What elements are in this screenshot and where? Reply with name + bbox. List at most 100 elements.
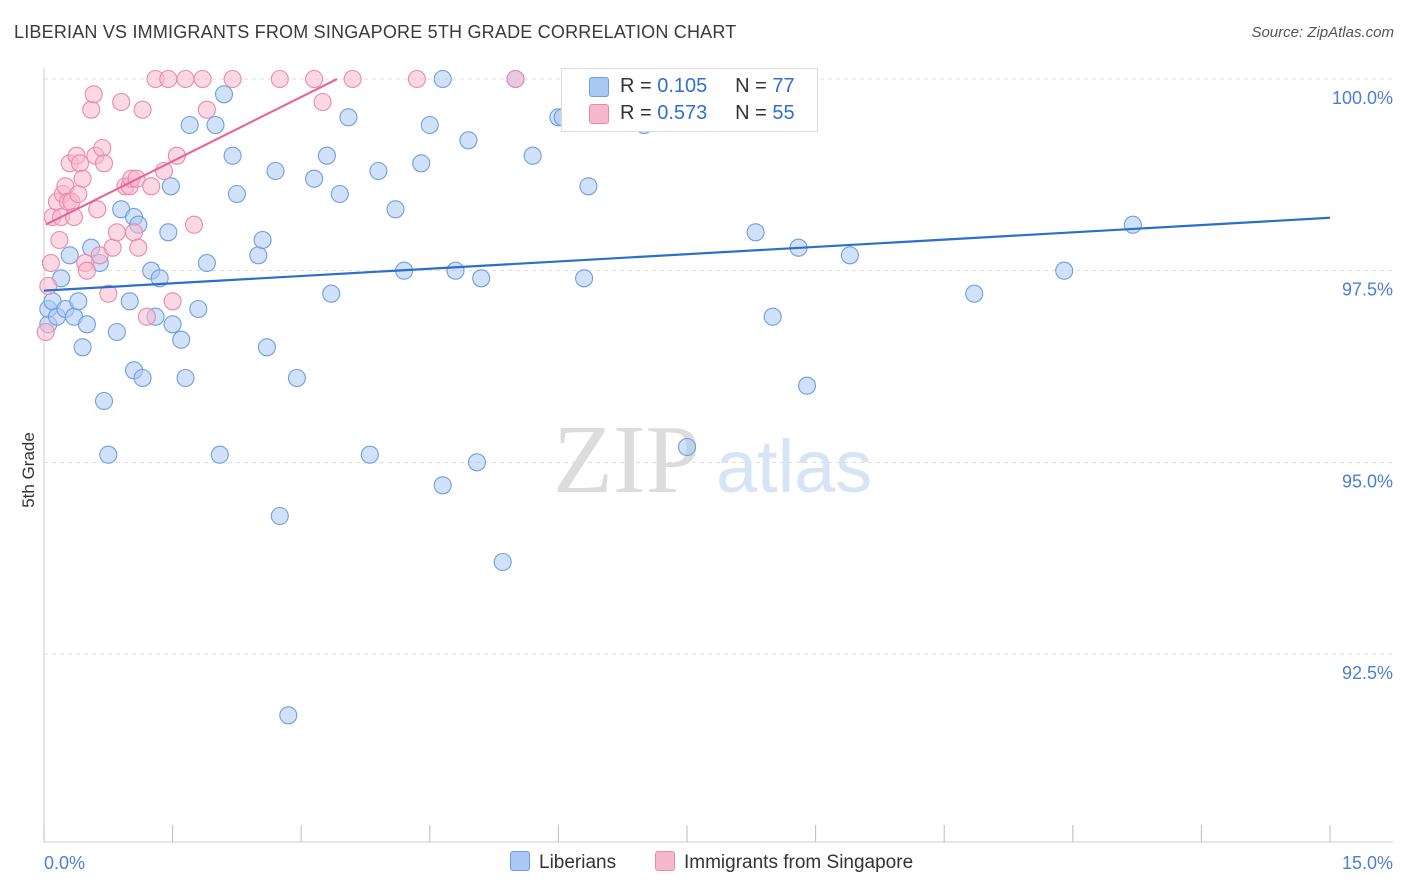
point-singapore bbox=[313, 92, 332, 112]
point-liberian bbox=[493, 552, 512, 572]
point-singapore bbox=[305, 69, 324, 89]
bottom-swatch-pink bbox=[655, 851, 675, 871]
grid-lines bbox=[44, 78, 1393, 655]
point-liberian bbox=[287, 368, 306, 388]
point-singapore bbox=[163, 292, 182, 311]
point-liberian bbox=[467, 453, 487, 472]
series-singapore bbox=[36, 69, 525, 342]
chart-title: LIBERIAN VS IMMIGRANTS FROM SINGAPORE 5T… bbox=[14, 22, 737, 42]
y-tick-labels: 92.5% 95.0% 97.5% 100.0% bbox=[1332, 88, 1393, 683]
point-liberian bbox=[180, 115, 199, 135]
point-liberian bbox=[840, 246, 859, 265]
point-liberian bbox=[223, 146, 242, 165]
point-singapore bbox=[133, 100, 152, 119]
legend-n-value-pink: 55 bbox=[772, 102, 795, 124]
bottom-legend-label-singapore: Immigrants from Singapore bbox=[684, 852, 914, 873]
point-singapore bbox=[39, 276, 58, 296]
series-liberians bbox=[39, 69, 1142, 725]
point-singapore bbox=[84, 85, 103, 104]
point-liberian bbox=[270, 506, 289, 526]
point-liberian bbox=[472, 269, 491, 288]
trend-line-singapore bbox=[45, 78, 338, 226]
point-liberian bbox=[797, 376, 817, 395]
point-liberian bbox=[369, 161, 388, 181]
point-liberian bbox=[120, 292, 139, 311]
point-singapore bbox=[112, 92, 131, 112]
point-liberian bbox=[339, 108, 358, 127]
point-liberian bbox=[412, 154, 431, 173]
legend-n-label: N = bbox=[735, 75, 767, 97]
point-singapore bbox=[107, 223, 126, 242]
point-liberian bbox=[446, 261, 465, 280]
legend-swatch-pink bbox=[589, 104, 609, 124]
y-tick-label: 97.5% bbox=[1342, 280, 1393, 300]
point-liberian bbox=[249, 246, 268, 265]
point-liberian bbox=[69, 292, 88, 311]
point-singapore bbox=[159, 69, 178, 89]
point-liberian bbox=[360, 445, 379, 464]
point-singapore bbox=[93, 138, 112, 158]
point-singapore bbox=[124, 223, 144, 242]
point-singapore bbox=[70, 154, 90, 173]
legend-r-label: R = bbox=[620, 75, 652, 97]
legend-r-value-blue: 0.105 bbox=[657, 75, 708, 97]
y-tick-label: 92.5% bbox=[1342, 663, 1393, 683]
point-singapore bbox=[82, 100, 101, 119]
point-liberian bbox=[965, 284, 984, 303]
point-liberian bbox=[197, 253, 216, 273]
point-liberian bbox=[176, 368, 195, 388]
point-liberian bbox=[253, 230, 272, 250]
point-liberian bbox=[163, 315, 182, 334]
point-liberian bbox=[317, 146, 336, 165]
point-liberian bbox=[206, 115, 225, 135]
point-liberian bbox=[1123, 215, 1142, 234]
point-liberian bbox=[575, 269, 594, 288]
point-singapore bbox=[103, 238, 122, 257]
point-liberian bbox=[279, 706, 298, 725]
point-liberian bbox=[266, 161, 285, 181]
legend-n-label: N = bbox=[735, 102, 767, 124]
point-singapore bbox=[407, 69, 426, 89]
point-singapore bbox=[50, 230, 69, 250]
point-singapore bbox=[506, 69, 525, 89]
x-tick-label-max: 15.0% bbox=[1342, 853, 1393, 873]
point-liberian bbox=[210, 445, 229, 464]
legend-n-value-blue: 77 bbox=[772, 75, 795, 97]
point-liberian bbox=[523, 146, 542, 165]
point-singapore bbox=[193, 69, 212, 89]
point-liberian bbox=[107, 322, 126, 342]
legend-r-label: R = bbox=[620, 102, 652, 124]
x-tick-label-min: 0.0% bbox=[44, 853, 85, 873]
point-singapore bbox=[73, 169, 92, 188]
point-liberian bbox=[433, 69, 452, 89]
point-singapore bbox=[77, 261, 96, 280]
bottom-legend-singapore: Immigrants from Singapore bbox=[655, 851, 913, 874]
bottom-legend-liberians: Liberians bbox=[510, 851, 616, 874]
point-singapore bbox=[184, 215, 204, 234]
point-singapore bbox=[69, 184, 88, 204]
point-singapore bbox=[41, 253, 60, 273]
point-singapore bbox=[197, 100, 216, 119]
legend-r-value-pink: 0.573 bbox=[657, 102, 708, 124]
y-tick-label: 100.0% bbox=[1332, 88, 1393, 108]
point-singapore bbox=[94, 154, 114, 173]
y-tick-label: 95.0% bbox=[1342, 471, 1393, 491]
point-liberian bbox=[150, 269, 169, 288]
point-liberian bbox=[77, 315, 96, 334]
watermark-atlas: atlas bbox=[716, 425, 872, 508]
point-liberian bbox=[214, 85, 234, 104]
point-singapore bbox=[88, 200, 107, 219]
point-liberian bbox=[330, 184, 349, 204]
point-singapore bbox=[129, 238, 148, 257]
point-liberian bbox=[159, 223, 178, 242]
point-singapore bbox=[36, 322, 55, 342]
point-liberian bbox=[746, 223, 765, 242]
bottom-swatch-blue bbox=[510, 851, 530, 871]
point-liberian bbox=[305, 169, 324, 188]
point-liberian bbox=[257, 338, 276, 357]
point-liberian bbox=[386, 200, 405, 219]
trend-line-liberians bbox=[43, 216, 1331, 292]
point-liberian bbox=[133, 368, 152, 388]
point-liberian bbox=[227, 184, 246, 204]
